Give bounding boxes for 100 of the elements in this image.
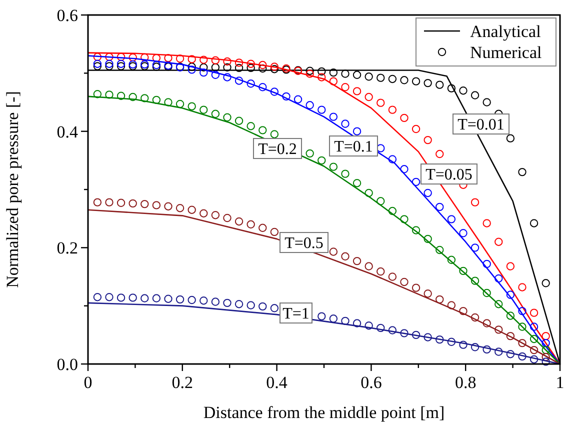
point [352,70,362,80]
point [412,178,420,186]
point [140,53,149,62]
point [105,60,114,68]
point [93,90,102,98]
point [329,248,338,256]
point [518,283,526,292]
point [470,91,480,100]
point [412,330,420,340]
point [518,306,526,316]
point [258,126,267,134]
point [246,220,255,228]
point [436,246,444,254]
point [152,54,161,62]
point [164,98,172,106]
point [188,62,196,71]
point [424,188,432,198]
point [176,295,184,304]
point [364,188,373,198]
point [223,113,232,122]
point [506,290,515,299]
point [400,215,408,224]
point [223,63,232,72]
point [116,52,126,61]
point [105,90,114,99]
point [306,149,314,158]
point [352,127,362,136]
point [329,162,338,171]
point [364,322,373,330]
point [494,326,503,334]
point [258,64,267,73]
point [542,346,550,354]
point [470,313,480,322]
point [341,170,350,178]
point [223,298,232,308]
point [306,70,314,78]
x-tick-label: 0.4 [266,373,288,392]
annotation: T=0.01 [458,116,504,134]
point [270,228,279,236]
annotation: T=0.5 [284,235,324,252]
point [530,322,538,331]
point [318,73,326,82]
point [306,101,314,110]
point [270,304,279,312]
point [140,294,149,302]
point [482,319,491,328]
point [482,345,491,354]
point [234,64,244,72]
point [542,352,550,362]
point [436,335,444,344]
point [447,215,456,224]
point [116,60,126,68]
point [482,288,491,298]
y-axis-title: Normalized pore pressure [-] [3,91,22,288]
point [128,53,137,62]
point [459,86,468,95]
point [352,87,362,96]
point [306,66,314,75]
point [518,168,526,176]
x-tick-label: 0.2 [172,373,194,392]
point [211,56,220,64]
point [436,80,444,89]
point [482,98,491,106]
point [234,76,244,85]
point [400,165,408,174]
point [270,88,279,96]
point [200,68,208,77]
x-axis-title: Distance from the middle point [m] [203,403,445,422]
point [388,326,397,334]
point [164,202,172,210]
point [93,293,102,302]
point [400,76,408,84]
annotation: T=1 [282,306,310,323]
point [152,96,161,104]
point [470,276,480,285]
y-tick-label: 0.0 [56,354,78,374]
point [246,64,255,72]
point [164,54,172,62]
point [258,302,267,311]
point [459,266,468,276]
point [447,256,456,264]
point [176,204,184,212]
point [530,355,538,364]
point [116,198,126,207]
point [164,294,172,303]
point [329,77,338,86]
point [542,358,550,366]
point [506,312,515,320]
point [270,130,279,138]
point [93,62,102,70]
annotation: T=0.1 [334,138,373,156]
point [105,62,114,70]
point [234,58,244,67]
point [388,272,397,281]
point [542,332,550,340]
point [400,278,408,286]
point [542,279,550,288]
point [105,293,114,302]
point [258,60,267,70]
point [341,70,350,78]
